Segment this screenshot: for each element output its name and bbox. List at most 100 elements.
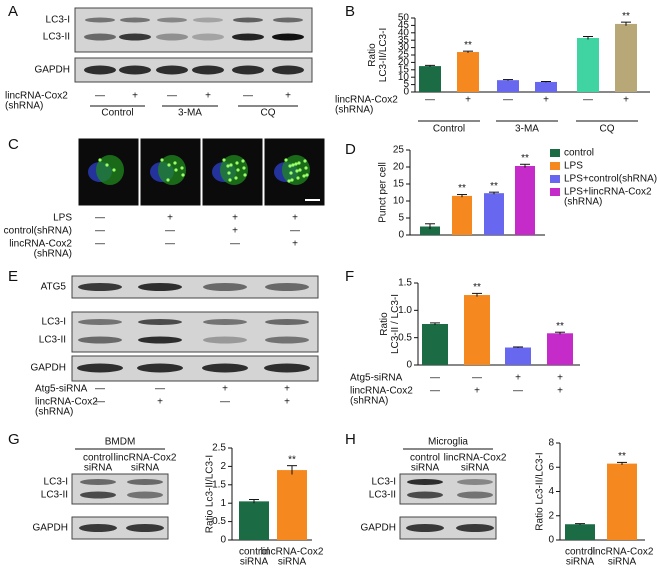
y-axis-label: Ratio Lc3-II/LC3-I [205, 455, 216, 533]
sign: + [232, 213, 238, 224]
sign: + [465, 95, 471, 106]
blot-band [203, 283, 247, 291]
sign: — [513, 386, 523, 397]
panel-letter: B [345, 3, 355, 20]
y-tick-label: 0 [403, 87, 409, 98]
panel-letter: C [8, 136, 19, 153]
puncta [241, 159, 245, 163]
blot-box [71, 516, 169, 540]
blot-band [456, 524, 494, 532]
y-tick-label: 1.0 [398, 305, 412, 316]
row-label: lincRNA-Cox2 [5, 91, 68, 102]
band-label: GAPDH [30, 363, 66, 374]
blot-band [156, 65, 188, 75]
blot-band [272, 33, 304, 41]
blot-band [264, 363, 310, 373]
y-tick-label: 20 [393, 162, 405, 173]
sign: + [292, 239, 298, 250]
bar [484, 193, 504, 235]
bar [505, 347, 531, 365]
blot-band [192, 65, 224, 75]
y-tick-label: 0.5 [398, 332, 412, 343]
puncta [296, 176, 300, 180]
blot-band [120, 17, 150, 23]
blot-box [74, 7, 313, 53]
group-label: Control [101, 108, 133, 119]
bar [457, 52, 479, 92]
y-tick-label: 35 [398, 35, 410, 46]
y-tick-label: 10 [393, 196, 405, 207]
blot-band [84, 33, 116, 41]
puncta [243, 173, 247, 177]
sign: + [205, 91, 211, 102]
legend-swatch [550, 188, 560, 196]
puncta [297, 161, 301, 165]
row-label: lincRNA-Cox2 [335, 95, 398, 106]
row-label: lincRNA-Cox2 [9, 239, 72, 250]
panel-letter: F [345, 268, 354, 285]
y-tick-label: 5 [398, 213, 404, 224]
x-tick-label: control [239, 547, 269, 558]
puncta [180, 166, 184, 170]
y-tick-label: 1 [220, 498, 226, 509]
blot-band [157, 17, 187, 23]
y-tick-label: 10 [398, 72, 410, 83]
sign: — [95, 213, 105, 224]
lane-label: lincRNA-Cox2 [114, 453, 177, 464]
significance: ** [464, 40, 472, 51]
y-tick-label: 2 [220, 461, 226, 472]
legend-label: LPS+lincRNA-Cox2 [564, 187, 652, 198]
y-tick-label: 6 [548, 462, 554, 473]
puncta [98, 158, 102, 162]
blot-band [127, 479, 163, 485]
blot-band [80, 491, 116, 499]
blot-band [457, 479, 493, 485]
puncta [234, 176, 238, 180]
lane-label: siRNA [84, 463, 113, 474]
x-tick-label: siRNA [278, 557, 307, 568]
bar [464, 295, 490, 365]
sign: — [583, 95, 593, 106]
puncta [181, 173, 185, 177]
bar [547, 333, 573, 365]
sign: + [474, 386, 480, 397]
sign: — [290, 226, 300, 237]
lane-label: siRNA [461, 463, 490, 474]
lane-label: control [83, 453, 113, 464]
blot-band [126, 524, 164, 532]
puncta [294, 162, 298, 166]
puncta [303, 159, 307, 163]
y-tick-label: 25 [393, 145, 405, 156]
x-tick-label: siRNA [566, 557, 595, 568]
bar [497, 80, 519, 92]
sign: — [167, 91, 177, 102]
blot-title: Microglia [428, 437, 468, 448]
sign: + [284, 384, 290, 395]
y-axis-label: Ratio [379, 312, 390, 336]
puncta [284, 158, 288, 162]
group-label: 3-MA [178, 108, 202, 119]
blot-box [71, 275, 319, 299]
blot-band [78, 283, 122, 291]
blot-band [138, 336, 182, 344]
y-tick-label: 2 [548, 510, 554, 521]
puncta [226, 164, 230, 168]
puncta [289, 171, 293, 175]
puncta [222, 158, 226, 162]
y-tick-label: 40 [398, 27, 410, 38]
bar [535, 81, 557, 92]
blot-band [407, 491, 443, 499]
blot-band [156, 33, 188, 41]
sign: — [503, 95, 513, 106]
y-axis-label: Punct per cell [378, 162, 389, 223]
lane-label: siRNA [131, 463, 160, 474]
puncta [228, 178, 232, 182]
bar [277, 470, 307, 540]
band-label: LC3-II [39, 335, 66, 346]
legend-label: control [564, 148, 594, 159]
blot-band [80, 479, 116, 485]
blot-box [71, 311, 319, 353]
y-axis-label: Ratio Lc3-II/LC3-I [535, 452, 546, 530]
band-label: LC3-I [42, 317, 66, 328]
